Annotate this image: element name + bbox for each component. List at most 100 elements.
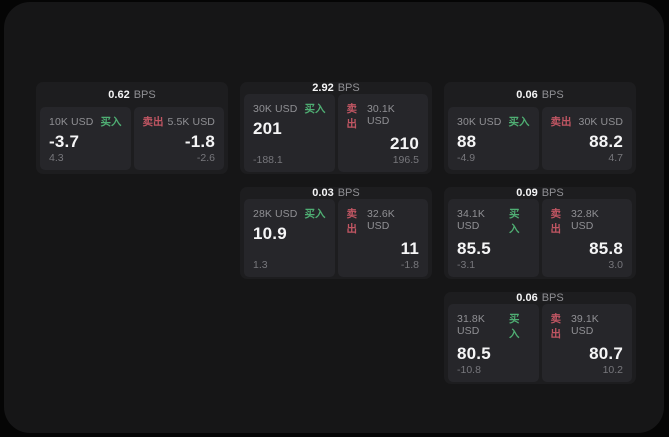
sell-amount: 32.6K USD — [366, 208, 395, 232]
buy-value: 88 — [457, 132, 477, 151]
sell-amount: 5.5K USD — [167, 116, 215, 128]
sell-secondary-value: 4.7 — [608, 152, 623, 164]
buy-label: 买入 — [509, 208, 520, 235]
card-header: 2.92 BPS — [244, 82, 428, 94]
buy-value: 10.9 — [253, 224, 287, 243]
buy-secondary-value: -10.8 — [457, 364, 481, 376]
sell-tile-header: 卖出 30K USD — [551, 114, 624, 129]
buy-quote-tile[interactable]: 31.8K USD 买入 80.5 -10.8 — [448, 304, 539, 382]
bps-value: 0.06 — [516, 88, 538, 101]
bps-unit-label: BPS — [541, 187, 564, 199]
card-body: 10K USD 买入 -3.7 4.3 卖出 5.5K USD -1.8 -2.… — [40, 107, 224, 170]
card-header: 0.62 BPS — [40, 82, 224, 107]
sell-tile-header: 卖出 32.8K USD — [551, 206, 624, 236]
buy-amount: 34.1K USD — [457, 208, 485, 232]
sell-value: -1.8 — [184, 132, 215, 151]
sell-amount: 30K USD — [578, 116, 623, 128]
buy-secondary-value: -188.1 — [253, 154, 283, 166]
buy-quote-tile[interactable]: 34.1K USD 买入 85.5 -3.1 — [448, 199, 539, 277]
buy-label: 买入 — [509, 313, 520, 340]
buy-tile-header: 30K USD 买入 — [253, 101, 326, 116]
card-header: 0.09 BPS — [448, 187, 632, 199]
buy-value: 85.5 — [457, 239, 491, 258]
quote-card: 0.06 BPS 30K USD 买入 88 -4.9 卖出 30K USD 8… — [444, 82, 636, 174]
sell-quote-tile[interactable]: 卖出 30K USD 88.2 4.7 — [541, 107, 632, 170]
quote-card: 0.09 BPS 34.1K USD 买入 85.5 -3.1 卖出 32.8K… — [444, 187, 636, 279]
buy-amount: 10K USD — [49, 116, 94, 128]
sell-label: 卖出 — [550, 313, 562, 340]
bps-value: 0.09 — [516, 187, 538, 199]
sell-amount: 32.8K USD — [570, 208, 599, 232]
buy-quote-tile[interactable]: 28K USD 买入 10.9 1.3 — [244, 199, 335, 277]
sell-value: 11 — [400, 239, 419, 258]
buy-quote-tile[interactable]: 30K USD 买入 88 -4.9 — [448, 107, 539, 170]
bps-value: 2.92 — [312, 82, 334, 94]
buy-amount: 30K USD — [253, 103, 298, 115]
sell-label: 卖出 — [142, 116, 164, 128]
sell-tile-header: 卖出 39.1K USD — [551, 311, 624, 341]
sell-label: 卖出 — [550, 208, 562, 235]
bps-value: 0.06 — [516, 292, 538, 304]
bps-unit-label: BPS — [133, 88, 156, 101]
sell-tile-header: 卖出 32.6K USD — [347, 206, 420, 236]
bps-value: 0.62 — [108, 88, 130, 101]
card-body: 34.1K USD 买入 85.5 -3.1 卖出 32.8K USD 85.8… — [448, 199, 632, 277]
sell-tile-header: 卖出 30.1K USD — [347, 101, 420, 131]
sell-value: 80.7 — [589, 344, 623, 363]
card-body: 30K USD 买入 88 -4.9 卖出 30K USD 88.2 4.7 — [448, 107, 632, 170]
quote-card: 2.92 BPS 30K USD 买入 201 -188.1 卖出 30.1K … — [240, 82, 432, 174]
buy-quote-tile[interactable]: 10K USD 买入 -3.7 4.3 — [40, 107, 131, 170]
quote-card-grid: 0.62 BPS 10K USD 买入 -3.7 4.3 卖出 5.5K USD… — [36, 82, 636, 384]
sell-secondary-value: -2.6 — [196, 152, 215, 164]
sell-tile-header: 卖出 5.5K USD — [143, 114, 216, 129]
buy-amount: 31.8K USD — [457, 313, 485, 337]
sell-value: 88.2 — [589, 132, 623, 151]
bps-value: 0.03 — [312, 187, 334, 199]
quote-card: 0.62 BPS 10K USD 买入 -3.7 4.3 卖出 5.5K USD… — [36, 82, 228, 174]
sell-value: 85.8 — [589, 239, 623, 258]
bps-unit-label: BPS — [337, 82, 360, 94]
buy-secondary-value: -4.9 — [457, 152, 476, 164]
sell-label: 卖出 — [346, 103, 358, 130]
buy-amount: 30K USD — [457, 116, 502, 128]
sell-quote-tile[interactable]: 卖出 39.1K USD 80.7 10.2 — [541, 304, 632, 382]
buy-secondary-value: -3.1 — [457, 259, 476, 271]
buy-label: 买入 — [508, 116, 530, 128]
sell-quote-tile[interactable]: 卖出 32.6K USD 11 -1.8 — [337, 199, 428, 277]
quote-card: 0.06 BPS 31.8K USD 买入 80.5 -10.8 卖出 39.1… — [444, 292, 636, 384]
quote-card: 0.03 BPS 28K USD 买入 10.9 1.3 卖出 32.6K US… — [240, 187, 432, 279]
sell-secondary-value: 196.5 — [392, 154, 419, 166]
buy-value: 201 — [253, 119, 282, 138]
bps-unit-label: BPS — [337, 187, 360, 199]
sell-secondary-value: 10.2 — [602, 364, 623, 376]
buy-label: 买入 — [304, 208, 326, 220]
sell-label: 卖出 — [346, 208, 358, 235]
sell-value: 210 — [390, 134, 419, 153]
buy-tile-header: 31.8K USD 买入 — [457, 311, 530, 341]
main-panel: 0.62 BPS 10K USD 买入 -3.7 4.3 卖出 5.5K USD… — [4, 2, 664, 433]
sell-amount: 30.1K USD — [366, 103, 395, 127]
buy-tile-header: 28K USD 买入 — [253, 206, 326, 221]
sell-quote-tile[interactable]: 卖出 30.1K USD 210 196.5 — [337, 94, 428, 172]
sell-secondary-value: 3.0 — [608, 259, 623, 271]
buy-tile-header: 30K USD 买入 — [457, 114, 530, 129]
bps-unit-label: BPS — [541, 88, 564, 101]
buy-value: -3.7 — [49, 132, 80, 151]
card-body: 31.8K USD 买入 80.5 -10.8 卖出 39.1K USD 80.… — [448, 304, 632, 382]
sell-quote-tile[interactable]: 卖出 5.5K USD -1.8 -2.6 — [133, 107, 224, 170]
buy-secondary-value: 4.3 — [49, 152, 64, 164]
sell-amount: 39.1K USD — [570, 313, 599, 337]
sell-label: 卖出 — [550, 116, 572, 128]
buy-label: 买入 — [304, 103, 326, 115]
buy-label: 买入 — [100, 116, 122, 128]
buy-quote-tile[interactable]: 30K USD 买入 201 -188.1 — [244, 94, 335, 172]
buy-value: 80.5 — [457, 344, 491, 363]
sell-secondary-value: -1.8 — [400, 259, 419, 271]
card-body: 28K USD 买入 10.9 1.3 卖出 32.6K USD 11 -1.8 — [244, 199, 428, 277]
bps-unit-label: BPS — [541, 292, 564, 304]
buy-tile-header: 10K USD 买入 — [49, 114, 122, 129]
sell-quote-tile[interactable]: 卖出 32.8K USD 85.8 3.0 — [541, 199, 632, 277]
buy-secondary-value: 1.3 — [253, 259, 268, 271]
card-header: 0.06 BPS — [448, 292, 632, 304]
